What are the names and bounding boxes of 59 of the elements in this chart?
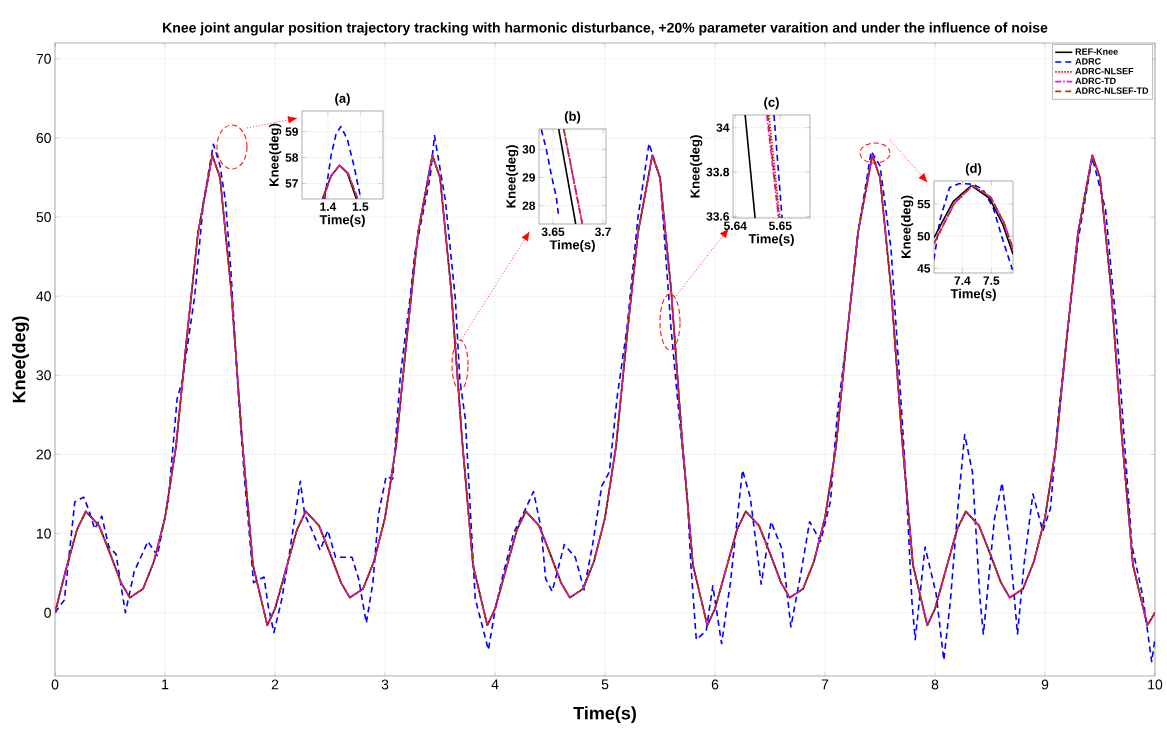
y-tick-label: 55	[917, 199, 931, 209]
y-tick-label: 30	[522, 145, 535, 154]
x-tick-label: 2	[271, 679, 279, 690]
x-tick-label: 3.7	[594, 227, 611, 237]
y-tick-label: 10	[36, 528, 51, 539]
legend-label: ADRC	[1075, 58, 1101, 65]
legend-label: ADRC-TD	[1075, 77, 1116, 85]
x-tick-label: 9	[1041, 679, 1049, 690]
y-tick-label: 34	[716, 123, 730, 132]
x-axis-title: Time(s)	[748, 233, 794, 246]
x-tick-label: 3.65	[541, 227, 565, 237]
chart-title: (d)	[965, 163, 982, 176]
y-tick-label: 45	[917, 264, 931, 273]
x-tick-label: 1.4	[320, 202, 337, 211]
y-tick-label: 30	[36, 370, 51, 381]
x-tick-label: 5.64	[723, 221, 747, 231]
legend-label: ADRC-NLSEF	[1075, 67, 1134, 75]
chart-title: (b)	[564, 111, 581, 124]
x-axis-title: Time(s)	[319, 214, 365, 227]
x-tick-label: 5.65	[768, 221, 792, 231]
x-tick-label: 1.5	[352, 202, 369, 211]
y-tick-label: 33.6	[706, 212, 730, 221]
y-tick-label: 57	[285, 179, 298, 188]
y-tick-label: 50	[36, 212, 51, 223]
x-tick-label: 4	[491, 679, 499, 690]
y-tick-label: 58	[285, 153, 299, 162]
x-axis-title: Time(s)	[549, 239, 595, 253]
chart-title: (a)	[335, 93, 350, 106]
y-tick-label: 28	[522, 201, 536, 210]
y-tick-label: 60	[36, 132, 51, 143]
legend-label: REF-Knee	[1075, 48, 1118, 55]
y-tick-label: 50	[917, 232, 930, 241]
y-tick-label: 29	[522, 173, 536, 182]
y-tick-label: 40	[36, 291, 51, 302]
y-tick-label: 33.8	[706, 167, 730, 177]
y-axis-title: Knee(deg)	[12, 316, 30, 403]
x-tick-label: 7.5	[983, 276, 1000, 285]
y-axis-title: Knee(deg)	[901, 195, 914, 258]
x-tick-label: 5	[601, 679, 609, 690]
x-tick-label: 6	[711, 679, 719, 690]
y-axis-title: Knee(deg)	[690, 135, 703, 198]
x-axis-title: Time(s)	[573, 706, 636, 724]
y-tick-label: 0	[44, 607, 51, 618]
x-tick-label: 3	[381, 679, 389, 690]
chart-title: Knee joint angular position trajectory tracking with harmonic disturbance, +20% parameter varaition and under the influence of noise	[163, 22, 1048, 36]
legend-label: ADRC-NLSEF-TD	[1075, 87, 1149, 94]
y-axis-title: Knee(deg)	[506, 145, 519, 208]
y-tick-label: 59	[285, 127, 299, 136]
x-tick-label: 10	[1148, 679, 1163, 690]
chart-title: (c)	[764, 97, 779, 110]
x-axis-title: Time(s)	[950, 288, 996, 301]
x-tick-label: 0	[51, 679, 59, 690]
x-tick-label: 7	[821, 679, 829, 690]
y-tick-label: 70	[36, 53, 51, 64]
x-tick-label: 8	[931, 679, 939, 690]
x-tick-label: 1	[162, 679, 169, 690]
y-tick-label: 20	[36, 449, 51, 460]
y-axis-title: Knee(deg)	[269, 123, 282, 186]
x-tick-label: 7.4	[954, 276, 971, 285]
